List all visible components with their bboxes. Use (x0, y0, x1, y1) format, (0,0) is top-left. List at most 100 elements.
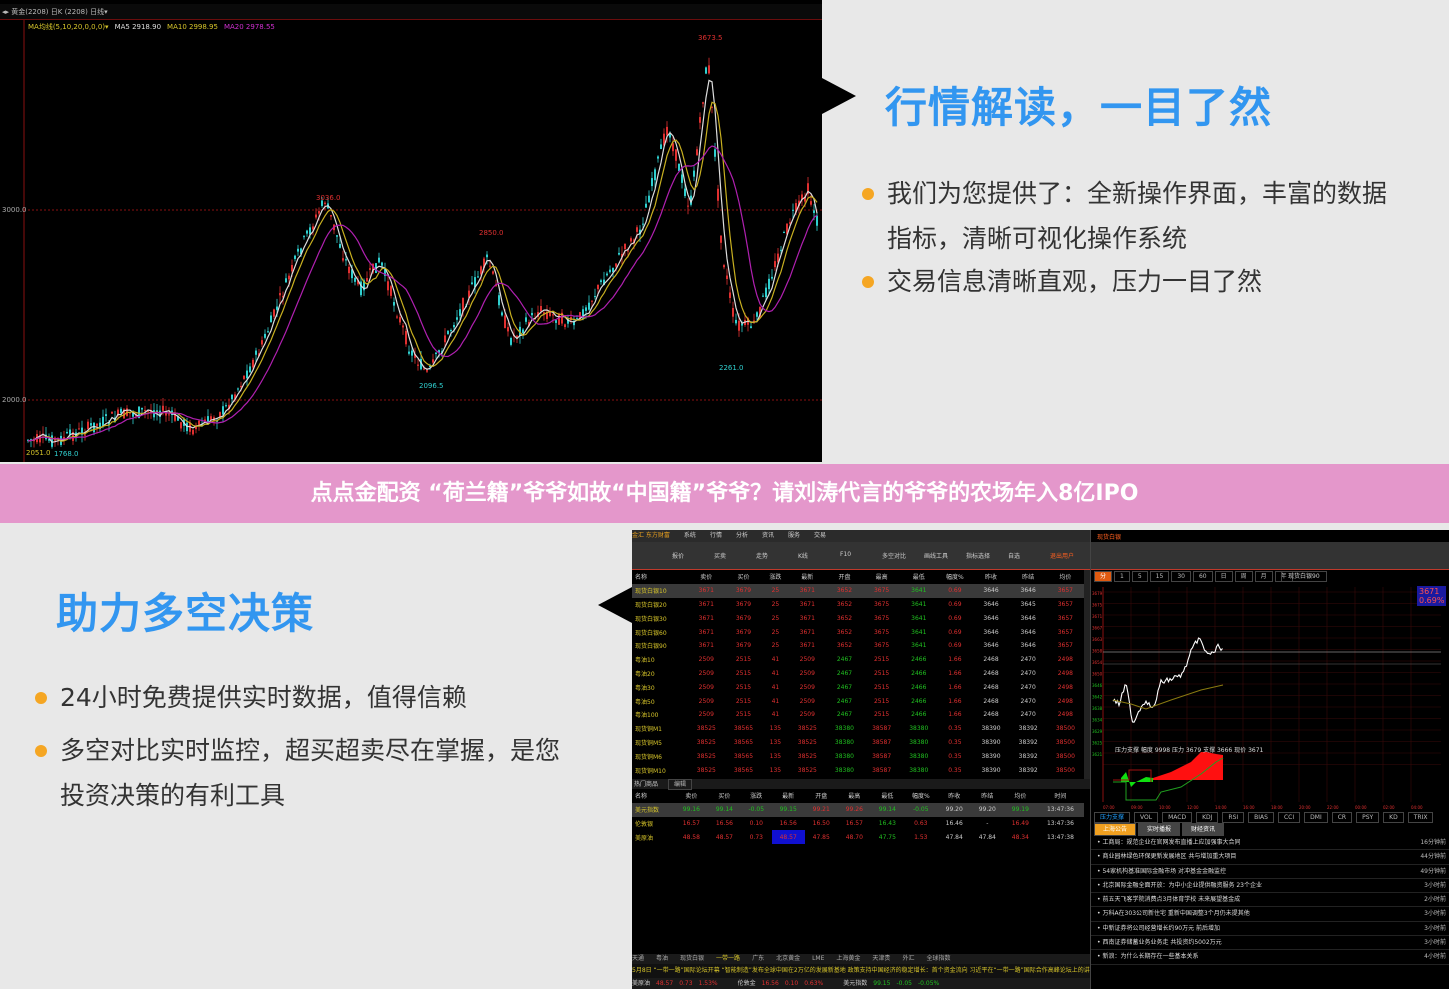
period-tab[interactable]: 周 (1234, 571, 1253, 582)
headline-banner[interactable]: 点点金配资 “荷兰籍”爷爷如故“中国籍”爷爷？请刘涛代言的爷爷的农场年入8亿IP… (0, 464, 1449, 523)
toolbar-button[interactable]: 画线工具 (924, 553, 949, 560)
indicator-tab[interactable]: PSY (1356, 812, 1380, 823)
news-tab[interactable]: 上海公告 (1094, 823, 1137, 836)
menu-item[interactable]: 分析 (735, 532, 748, 539)
period-tab[interactable]: 月 (1254, 571, 1273, 582)
column-header[interactable]: 均价 (1059, 574, 1072, 582)
toolbar-button[interactable]: K线 (798, 553, 808, 560)
menu-item[interactable]: 交易 (814, 532, 827, 539)
column-header[interactable]: 昨结 (981, 793, 994, 801)
toolbar-button[interactable]: 自选 (1008, 553, 1021, 560)
news-item[interactable]: • 中新证券将公司经营增长约90万元 前后增加 3小时前 (1091, 922, 1449, 937)
toolbar-button[interactable]: 多空对比 (882, 553, 907, 560)
market-tab[interactable]: 一带一路 (716, 955, 741, 962)
column-header[interactable]: 涨跌 (769, 574, 782, 582)
column-header[interactable]: 开盘 (815, 793, 828, 801)
news-item[interactable]: • 西南证券储蓄业务业务走 共投资约5002万元 3小时前 (1091, 936, 1449, 951)
news-tab[interactable]: 财经资讯 (1182, 823, 1225, 836)
table-row[interactable]: 粤油20 2509 2515 41 2509 2467 2515 2466 1.66 2468 24… (632, 667, 1084, 681)
indicator-tab[interactable]: KD (1383, 812, 1404, 823)
scrollbar[interactable] (1084, 570, 1090, 780)
column-header[interactable]: 买价 (718, 793, 731, 801)
column-header[interactable]: 买价 (737, 574, 750, 582)
indicator-tab[interactable]: KDJ (1196, 812, 1219, 823)
market-tab[interactable]: 粤油 (656, 955, 669, 962)
table-row[interactable]: 粤油100 2509 2515 41 2509 2467 2515 2466 1.66 2468 2… (632, 708, 1084, 722)
toolbar-button[interactable]: 指标选择 (966, 553, 991, 560)
table-row[interactable]: 粤油30 2509 2515 41 2509 2467 2515 2466 1.66 2468 24… (632, 680, 1084, 694)
column-header[interactable]: 幅度% (911, 793, 930, 801)
table-row[interactable]: 现货白银90 3671 3679 25 3671 3652 3675 3641 0.69 3646… (632, 639, 1084, 653)
column-header[interactable]: 卖价 (685, 793, 698, 801)
news-item[interactable]: • 北京国际金融全面开放：为中小企业提供融资服务 23个企业 3小时前 (1091, 879, 1449, 894)
market-tab[interactable]: 天津贵 (872, 955, 891, 962)
table-row[interactable]: 粤油10 2509 2515 41 2509 2467 2515 2466 1.66 2468 24… (632, 653, 1084, 667)
table-row[interactable]: 现货白银30 3671 3679 25 3671 3652 3675 3641 0.69 3646… (632, 611, 1084, 625)
market-tab[interactable]: 北京黄金 (776, 955, 801, 962)
news-item[interactable]: • 54家机构基准国际金融市场 对冲基金金融监控 49分钟前 (1091, 865, 1449, 879)
column-header[interactable]: 最新 (801, 574, 814, 582)
period-tab[interactable]: 5 (1131, 571, 1148, 582)
period-tab[interactable]: 15 (1149, 571, 1170, 582)
table-row[interactable]: 现货铜M1 38525 38565 135 38525 38380 38587 38380 0.… (632, 722, 1084, 736)
market-tab[interactable]: LME (812, 955, 825, 962)
indicator-tab[interactable]: BIAS (1248, 812, 1274, 823)
market-tab[interactable]: 现货白银 (680, 955, 705, 962)
status-item[interactable]: 美原油 48.57 0.73 1.53% (632, 980, 724, 987)
column-header[interactable]: 昨结 (1022, 574, 1035, 582)
edit-button[interactable]: 编辑 (667, 779, 692, 790)
status-item[interactable]: 美元指数 99.15 -0.05 -0.05% (843, 980, 945, 987)
indicator-tab[interactable]: CCI (1277, 812, 1301, 823)
toolbar-button[interactable]: 走势 (756, 553, 769, 560)
toolbar-button[interactable]: 退出用户 (1050, 553, 1075, 560)
period-tab[interactable]: 30 (1171, 571, 1191, 582)
menu-item[interactable]: 金汇 东方财富 (632, 532, 670, 539)
column-header[interactable]: 最新 (782, 793, 795, 801)
news-item[interactable]: • 新浪：为什么长期存在一些基本关系 4小时前 (1091, 950, 1449, 965)
period-tab[interactable]: 日 (1214, 571, 1233, 582)
table-row[interactable]: 现货铜M6 38525 38565 135 38525 38380 38587 38380 0.… (632, 749, 1084, 763)
indicator-tab[interactable]: VOL (1134, 812, 1159, 823)
news-item[interactable]: • 工商局：规范企业在官网发布直播上应加强事大合同 16分钟前 (1091, 836, 1449, 851)
table-row[interactable]: 粤油50 2509 2515 41 2509 2467 2515 2466 1.66 2468 24… (632, 694, 1084, 708)
column-header[interactable]: 均价 (1014, 793, 1027, 801)
period-tab[interactable]: 60 (1192, 571, 1213, 582)
table-row[interactable]: 现货白银10 3671 3679 25 3671 3652 3675 3641 0.69 3646… (632, 583, 1084, 598)
table-row[interactable]: 现货白银60 3671 3679 25 3671 3652 3675 3641 0.69 3646… (632, 625, 1084, 639)
column-header[interactable]: 名称 (635, 574, 648, 582)
period-tab[interactable]: 1 (1114, 571, 1130, 582)
news-tab[interactable]: 实时播报 (1138, 823, 1181, 836)
indicator-tab[interactable]: DMI (1304, 812, 1328, 823)
column-header[interactable]: 涨跌 (750, 793, 763, 801)
product-selector[interactable]: 现货白银90 (1281, 571, 1327, 582)
news-item[interactable]: • 商业园林绿色环保更新发展地区 共与增加重大项目 44分钟前 (1091, 850, 1449, 865)
news-item[interactable]: • 万科A在303公司新住宅 重新中国调整3个月仍未提其他 3小时前 (1091, 907, 1449, 922)
indicator-tab[interactable]: TRIX (1407, 812, 1434, 823)
toolbar-button[interactable]: 买卖 (714, 553, 727, 560)
table-row[interactable]: 现货白银20 3671 3679 25 3671 3652 3675 3641 0.69 3646… (632, 598, 1084, 612)
column-header[interactable]: 最低 (881, 793, 894, 801)
news-item[interactable]: • 前五天飞客学院消费点3月体育学校 未来展望基金成 2小时前 (1091, 893, 1449, 908)
chart-header[interactable]: ◂▸ 黄金(2208) 日K (2208) 日线▾ (0, 4, 822, 20)
market-tab[interactable]: 外汇 (902, 955, 915, 962)
column-header[interactable]: 最低 (912, 574, 925, 582)
menu-item[interactable]: 资讯 (761, 532, 774, 539)
toolbar-button[interactable]: F10 (840, 551, 852, 558)
table-row[interactable]: 美原油 48.58 48.57 0.73 48.57 47.85 48.70 47.75 1.5… (632, 830, 1084, 845)
indicator-tab[interactable]: MACD (1162, 812, 1193, 823)
toolbar-button[interactable]: 报价 (672, 553, 685, 560)
column-header[interactable]: 昨收 (948, 793, 961, 801)
table-row[interactable]: 现货铜M10 38525 38565 135 38525 38380 38587 38380 0… (632, 763, 1084, 777)
table-row[interactable]: 美元指数 99.16 99.14 -0.05 99.15 99.21 99.26 99.14 -… (632, 802, 1084, 817)
menu-item[interactable]: 行情 (709, 532, 722, 539)
indicator-tab[interactable]: CR (1331, 812, 1353, 823)
column-header[interactable]: 卖价 (700, 574, 713, 582)
status-item[interactable]: 伦敦金 16.56 0.10 0.63% (738, 980, 830, 987)
column-header[interactable]: 名称 (635, 793, 648, 801)
column-header[interactable]: 幅度% (946, 574, 964, 582)
menu-item[interactable]: 服务 (787, 532, 800, 539)
column-header[interactable]: 昨收 (985, 574, 998, 582)
table-row[interactable]: 现货铜M5 38525 38565 135 38525 38380 38587 38380 0.… (632, 736, 1084, 750)
market-tab[interactable]: 广东 (752, 955, 765, 962)
table-row[interactable]: 伦敦银 16.57 16.56 0.10 16.56 16.50 16.57 16.43 0.6… (632, 817, 1084, 831)
